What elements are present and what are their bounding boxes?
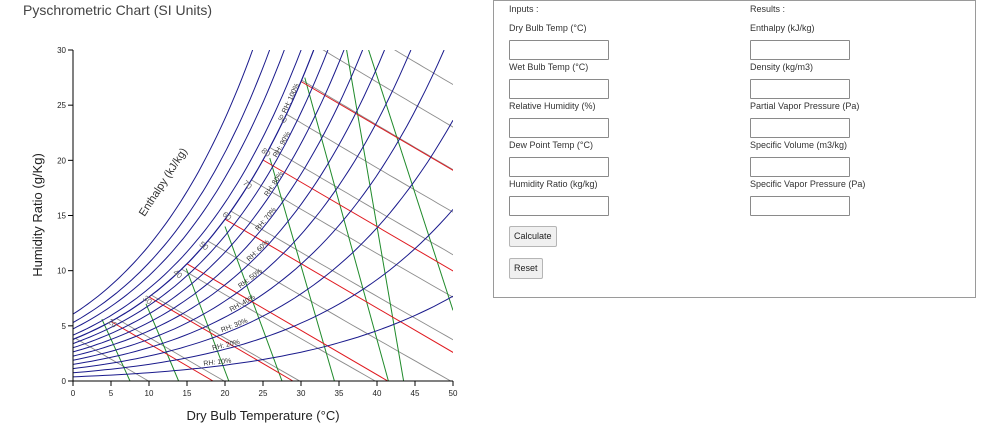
x-tick-label: 5 bbox=[109, 389, 114, 398]
specific-vapor-pressure-output[interactable] bbox=[750, 196, 850, 216]
density-label: Density (kg/m3) bbox=[750, 62, 814, 72]
rh-label: RH: 100% bbox=[281, 82, 301, 114]
y-tick-label: 15 bbox=[57, 212, 66, 221]
enthalpy-line bbox=[351, 0, 470, 45]
humidity-ratio-input[interactable] bbox=[509, 196, 609, 216]
wet-bulb-line bbox=[110, 321, 214, 381]
enthalpy-line bbox=[286, 113, 453, 213]
x-tick-label: 40 bbox=[373, 389, 382, 398]
enthalpy-line bbox=[340, 0, 470, 87]
rh-curve bbox=[73, 120, 453, 370]
wet-bulb-line bbox=[224, 218, 453, 353]
specific-vapor-pressure-label: Specific Vapor Pressure (Pa) bbox=[750, 179, 866, 189]
enthalpy-line bbox=[251, 179, 453, 298]
rh-curve bbox=[73, 50, 445, 365]
y-axis-label: Humidity Ratio (g/Kg) bbox=[30, 153, 45, 277]
specific-volume-line bbox=[145, 303, 180, 381]
enthalpy-line bbox=[394, 50, 453, 86]
relative-humidity-label: Relative Humidity (%) bbox=[509, 101, 596, 111]
inputs-title: Inputs : bbox=[509, 4, 539, 14]
rh-curve bbox=[73, 50, 364, 353]
rh-label: RH: 60% bbox=[246, 239, 271, 263]
partial-vapor-pressure-output[interactable] bbox=[750, 118, 850, 138]
wet-bulb-input[interactable] bbox=[509, 79, 609, 99]
rh-label: RH: 30% bbox=[220, 318, 249, 335]
enthalpy-line bbox=[207, 240, 452, 381]
rh-curve bbox=[73, 209, 453, 374]
wet-bulb-line bbox=[148, 296, 294, 381]
enthalpy-line bbox=[181, 268, 377, 381]
rh-label: RH: 10% bbox=[203, 358, 232, 368]
y-tick-label: 20 bbox=[57, 156, 66, 165]
wet-bulb-line bbox=[186, 263, 389, 381]
x-tick-label: 50 bbox=[449, 389, 458, 398]
calculator-panel: Inputs : Dry Bulb Temp (°C) Wet Bulb Tem… bbox=[493, 0, 976, 298]
x-axis-label: Dry Bulb Temperature (°C) bbox=[186, 408, 339, 423]
enthalpy-output[interactable] bbox=[750, 40, 850, 60]
specific-volume-line bbox=[346, 50, 405, 381]
enthalpy-line bbox=[301, 79, 453, 171]
specific-volume-line bbox=[304, 77, 389, 381]
rh-curve-upper bbox=[73, 50, 302, 336]
calculate-button[interactable]: Calculate bbox=[509, 226, 557, 247]
specific-volume-line bbox=[269, 157, 335, 381]
enthalpy-axis-label: Enthalpy (kJ/kg) bbox=[137, 146, 190, 219]
enthalpy-line bbox=[75, 338, 150, 381]
humidity-ratio-label: Humidity Ratio (kg/kg) bbox=[509, 179, 598, 189]
specific-volume-line bbox=[185, 268, 230, 381]
partial-vapor-pressure-label: Partial Vapor Pressure (Pa) bbox=[750, 101, 860, 111]
rh-curve-upper bbox=[73, 50, 254, 315]
wet-bulb-line bbox=[262, 159, 453, 272]
wet-bulb-line bbox=[300, 81, 453, 171]
rh-curve bbox=[73, 50, 345, 349]
rh-curve-upper bbox=[73, 50, 285, 330]
enthalpy-line bbox=[269, 147, 453, 256]
specific-volume-label: Specific Volume (m3/kg) bbox=[750, 140, 848, 150]
x-tick-label: 30 bbox=[297, 389, 306, 398]
dew-point-input[interactable] bbox=[509, 157, 609, 177]
rh-curve bbox=[73, 50, 412, 361]
x-tick-label: 15 bbox=[183, 389, 192, 398]
x-tick-label: 0 bbox=[71, 389, 76, 398]
y-tick-label: 0 bbox=[62, 377, 67, 386]
rh-curve-upper bbox=[73, 50, 271, 324]
rh-label: RH: 70% bbox=[255, 207, 278, 233]
reset-button[interactable]: Reset bbox=[509, 258, 543, 279]
chart-title: Pyschrometric Chart (SI Units) bbox=[23, 2, 213, 18]
dew-point-label: Dew Point Temp (°C) bbox=[509, 140, 593, 150]
specific-volume-output[interactable] bbox=[750, 157, 850, 177]
results-title: Results : bbox=[750, 4, 786, 14]
dry-bulb-input[interactable] bbox=[509, 40, 609, 60]
specific-volume-line bbox=[368, 50, 453, 311]
wet-bulb-label: Wet Bulb Temp (°C) bbox=[509, 62, 589, 72]
enthalpy-line bbox=[116, 318, 226, 381]
rh-curve bbox=[73, 50, 315, 340]
density-output[interactable] bbox=[750, 79, 850, 99]
relative-humidity-input[interactable] bbox=[509, 118, 609, 138]
enthalpy-line bbox=[230, 210, 453, 341]
y-tick-label: 30 bbox=[57, 46, 66, 55]
rh-curve bbox=[73, 295, 453, 378]
specific-volume-line bbox=[224, 226, 283, 381]
x-tick-label: 35 bbox=[335, 389, 344, 398]
x-tick-label: 25 bbox=[259, 389, 268, 398]
y-tick-label: 10 bbox=[57, 267, 66, 276]
enthalpy-line bbox=[151, 294, 301, 381]
y-tick-label: 25 bbox=[57, 101, 66, 110]
enthalpy-line bbox=[322, 50, 453, 128]
rh-curve bbox=[73, 50, 385, 357]
y-tick-label: 5 bbox=[62, 322, 67, 331]
x-tick-label: 45 bbox=[411, 389, 420, 398]
rh-label: RH: 20% bbox=[212, 339, 241, 352]
x-tick-label: 10 bbox=[145, 389, 154, 398]
x-tick-label: 20 bbox=[221, 389, 230, 398]
dry-bulb-label: Dry Bulb Temp (°C) bbox=[509, 23, 587, 33]
enthalpy-label: Enthalpy (kJ/kg) bbox=[750, 23, 815, 33]
rh-curve bbox=[73, 50, 329, 345]
